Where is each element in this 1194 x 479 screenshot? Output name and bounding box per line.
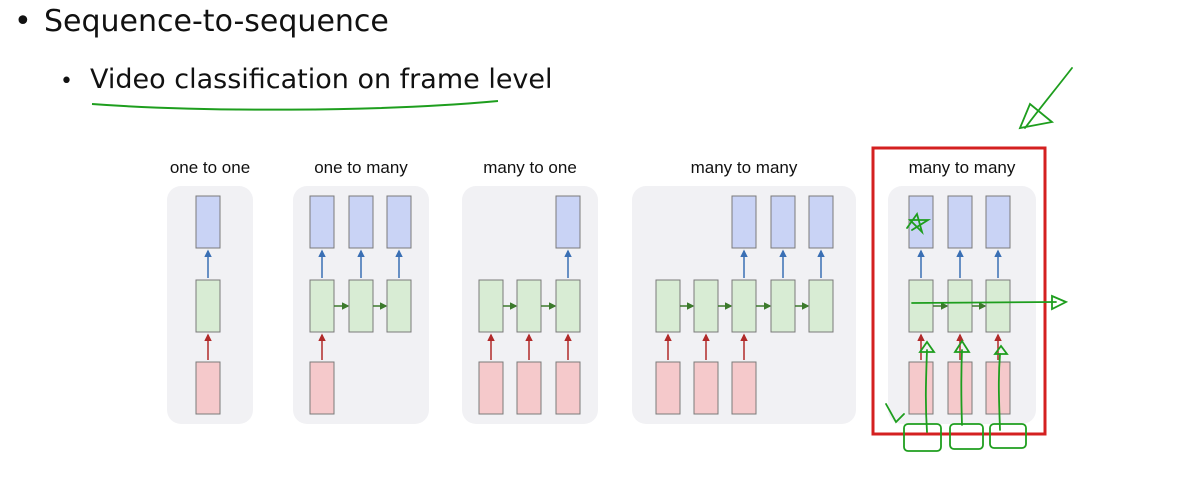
diagram-1: one to one	[167, 158, 253, 424]
bullet-icon: •	[60, 69, 73, 94]
hidden-state-box	[693, 279, 719, 333]
input-box	[309, 361, 335, 415]
hidden-state-box	[985, 279, 1011, 333]
subtitle-text: Video classification on frame level	[90, 64, 553, 95]
diagram-4: many to many	[632, 158, 856, 424]
input-frame-sketch-1	[903, 423, 942, 452]
hidden-state-box	[908, 279, 934, 333]
input-box	[195, 361, 221, 415]
up-arrow-annotation-3	[997, 353, 1001, 431]
hidden-state-box	[516, 279, 542, 333]
diagram-3: many to one	[462, 158, 598, 424]
diagram-label: one to many	[314, 158, 408, 177]
hidden-state-box	[808, 279, 834, 333]
subtitle-underline-annotation	[91, 100, 499, 111]
input-box	[908, 361, 934, 415]
input-box	[555, 361, 581, 415]
title-text: Sequence-to-sequence	[44, 4, 389, 39]
input-box	[516, 361, 542, 415]
arrow-annotation-top	[1024, 67, 1073, 129]
input-box	[985, 361, 1011, 415]
output-box	[309, 195, 335, 249]
diagram-5: many to many	[888, 158, 1036, 424]
output-box	[808, 195, 834, 249]
hidden-state-box	[947, 279, 973, 333]
diagram-label: one to one	[170, 158, 250, 177]
diagram-label: many to many	[909, 158, 1016, 177]
slide-subtitle: • Video classification on frame level	[60, 64, 553, 95]
hidden-state-box	[195, 279, 221, 333]
hidden-state-box	[555, 279, 581, 333]
output-box	[555, 195, 581, 249]
diagram-2: one to many	[293, 158, 429, 424]
input-box	[693, 361, 719, 415]
output-box	[348, 195, 374, 249]
star-annotation	[906, 211, 932, 236]
output-box	[947, 195, 973, 249]
hidden-state-box	[478, 279, 504, 333]
hidden-state-box	[655, 279, 681, 333]
output-box	[195, 195, 221, 249]
tick-annotation	[885, 403, 905, 424]
output-box	[731, 195, 757, 249]
hidden-state-box	[731, 279, 757, 333]
up-arrow-annotation-2	[960, 349, 963, 426]
hidden-state-box	[386, 279, 412, 333]
input-frame-sketch-2	[949, 423, 984, 450]
highlight-frame	[871, 146, 1047, 436]
hidden-state-box	[770, 279, 796, 333]
slide-title: • Sequence-to-sequence	[14, 4, 389, 39]
horizontal-arrow-annotation	[911, 301, 1057, 304]
up-arrow-annotation-1-head	[918, 340, 936, 353]
input-frame-sketch-3	[989, 423, 1027, 449]
up-arrow-annotation-1	[924, 349, 928, 433]
arrow-annotation-head	[1018, 102, 1055, 130]
up-arrow-annotation-2-head	[953, 339, 971, 353]
diagram-label: many to many	[691, 158, 798, 177]
output-box	[985, 195, 1011, 249]
hidden-state-box	[309, 279, 335, 333]
horizontal-arrow-head	[1051, 294, 1069, 311]
up-arrow-annotation-3-head	[993, 344, 1009, 355]
diagram-label: many to one	[483, 158, 577, 177]
output-box	[386, 195, 412, 249]
input-box	[731, 361, 757, 415]
bullet-icon: •	[14, 4, 32, 39]
handwritten-annotations	[885, 67, 1073, 452]
input-box	[655, 361, 681, 415]
input-box	[947, 361, 973, 415]
input-box	[478, 361, 504, 415]
hidden-state-box	[348, 279, 374, 333]
output-box	[770, 195, 796, 249]
